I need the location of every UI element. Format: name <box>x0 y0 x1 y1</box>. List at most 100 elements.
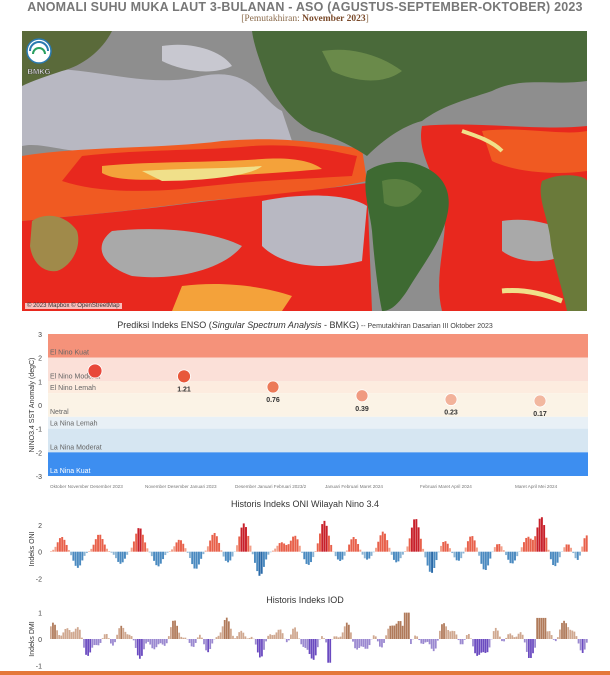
history-bar-212 <box>488 639 491 648</box>
history-bar-190 <box>475 547 478 552</box>
history-bar-121 <box>321 524 324 552</box>
map-attribution[interactable]: © 2023 Mapbox © OpenStreetMap <box>25 303 122 309</box>
history-bar-192 <box>480 551 483 564</box>
history-bar-140 <box>363 551 366 559</box>
band-0 <box>48 334 588 358</box>
history-bar-162 <box>385 635 387 639</box>
history-bar-206 <box>511 551 514 564</box>
history-bar-191 <box>445 626 447 639</box>
band-label-4: La Nina Lemah <box>50 421 98 428</box>
history-bar-55 <box>173 546 176 552</box>
south-atlantic-weak-warm <box>501 288 563 304</box>
history-bar-231 <box>527 639 530 658</box>
history-bar-217 <box>536 527 539 552</box>
history-bar-10 <box>70 632 73 639</box>
history-bar-210 <box>484 639 487 653</box>
history-bar-139 <box>361 551 364 555</box>
history-bar-187 <box>436 639 439 641</box>
history-bar-34 <box>120 625 123 639</box>
history-bar-154 <box>368 639 371 646</box>
history-bar-145 <box>375 547 377 552</box>
y-axis-label: Indeks DMI <box>29 621 36 656</box>
history-bar-160 <box>381 639 383 648</box>
history-bar-157 <box>401 551 404 555</box>
history-bar-52 <box>157 639 160 645</box>
history-bar-23 <box>101 539 104 552</box>
history-bar-110 <box>296 539 299 552</box>
history-bar-193 <box>482 551 485 570</box>
history-bar-94 <box>244 636 247 639</box>
history-bar-171 <box>433 551 436 568</box>
history-bar-156 <box>399 551 402 559</box>
history-bar-34 <box>126 551 129 555</box>
history-bar-49 <box>151 639 154 649</box>
history-bar-61 <box>186 551 189 553</box>
history-bar-12 <box>76 551 79 568</box>
history-bar-132 <box>345 550 348 552</box>
equatorial-weak-warm <box>142 166 262 181</box>
history-bar-121 <box>300 639 303 645</box>
history-bar-48 <box>149 639 152 645</box>
history-bar-179 <box>451 551 454 554</box>
y-tick-6: -3 <box>36 474 42 481</box>
oni-chart-title: Historis Indeks ONI Wilayah Nino 3.4 <box>230 499 380 509</box>
history-bar-167 <box>395 623 398 639</box>
history-bar-61 <box>176 625 178 639</box>
history-bar-148 <box>381 531 384 552</box>
history-bar-75 <box>205 639 207 651</box>
history-bar-128 <box>314 639 317 656</box>
history-bar-85 <box>225 617 228 639</box>
history-bar-191 <box>478 551 481 556</box>
history-bar-29 <box>115 551 117 559</box>
history-bar-98 <box>269 551 272 553</box>
history-bar-51 <box>164 551 167 556</box>
history-bar-124 <box>327 535 330 552</box>
history-bar-145 <box>350 632 352 639</box>
history-bar-249 <box>565 623 568 639</box>
history-bar-129 <box>316 639 319 648</box>
history-bar-123 <box>325 525 328 552</box>
enso-title-suffix: -- Pemutakhiran Dasarian III Oktober 202… <box>358 323 493 330</box>
history-bar-101 <box>276 545 279 552</box>
history-bar-202 <box>467 633 470 639</box>
history-bar-55 <box>163 639 166 646</box>
history-bar-158 <box>376 639 379 642</box>
history-bar-97 <box>250 636 253 639</box>
history-bar-131 <box>343 551 346 556</box>
south-pacific-neutral-patch <box>101 229 242 278</box>
history-bar-24 <box>99 639 102 643</box>
history-bar-211 <box>522 542 525 552</box>
history-bar-37 <box>126 634 129 639</box>
history-bar-78 <box>224 551 227 561</box>
history-bar-224 <box>552 551 555 566</box>
history-bar-26 <box>108 551 111 552</box>
point-label-3: 0.39 <box>355 406 369 413</box>
x-tick-4: Februari Maret April 2024 <box>420 484 472 489</box>
history-bar-0 <box>50 626 52 639</box>
history-bar-90 <box>251 551 254 555</box>
history-bar-173 <box>407 612 410 639</box>
history-bar-13 <box>79 551 82 566</box>
history-bar-146 <box>377 541 380 552</box>
history-bar-90 <box>236 636 238 639</box>
history-bar-242 <box>550 635 553 639</box>
history-bar-203 <box>505 551 507 556</box>
prediction-point-2 <box>266 380 280 394</box>
history-bar-12 <box>74 628 77 639</box>
history-bar-258 <box>583 639 586 650</box>
history-bar-183 <box>460 551 463 559</box>
x-tick-2: Desember Januari Februari 2023/2 <box>235 484 307 489</box>
history-bar-21 <box>93 639 96 646</box>
sst-anomaly-map[interactable]: BMKG © 2023 Mapbox © OpenStreetMap <box>22 31 587 311</box>
history-bar-228 <box>521 634 524 639</box>
history-bar-10 <box>72 551 75 561</box>
history-bar-133 <box>325 639 327 643</box>
history-bar-40 <box>132 639 135 641</box>
update-label: [Pemutakhiran: <box>241 14 300 24</box>
history-bar-106 <box>269 634 272 639</box>
history-bar-56 <box>165 639 168 644</box>
y-tick-3: 0 <box>38 403 42 410</box>
iod-chart-title: Historis Indeks IOD <box>266 595 344 605</box>
history-bar-159 <box>379 639 381 647</box>
history-bar-252 <box>571 630 574 639</box>
